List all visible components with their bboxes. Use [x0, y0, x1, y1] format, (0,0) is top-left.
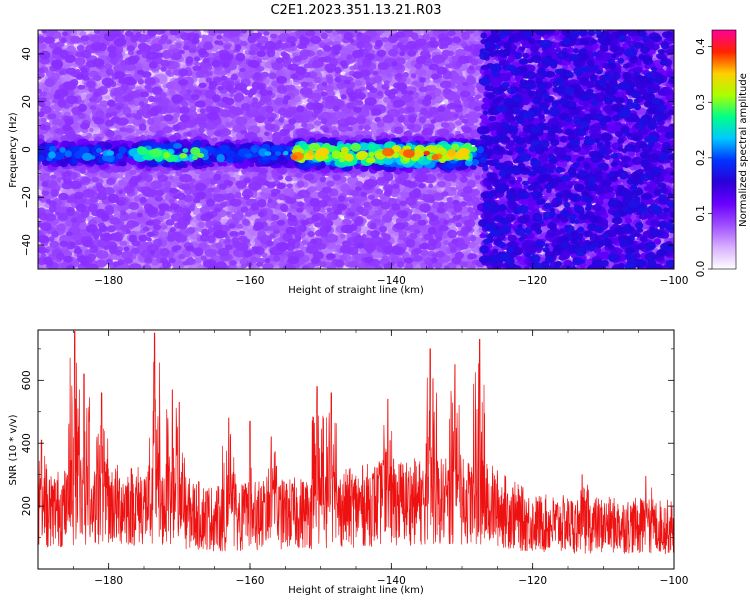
heatmap-cell [104, 95, 111, 100]
figure-title: C2E1.2023.351.13.21.R03 [270, 3, 441, 18]
spectrogram-heatmap [38, 30, 674, 269]
